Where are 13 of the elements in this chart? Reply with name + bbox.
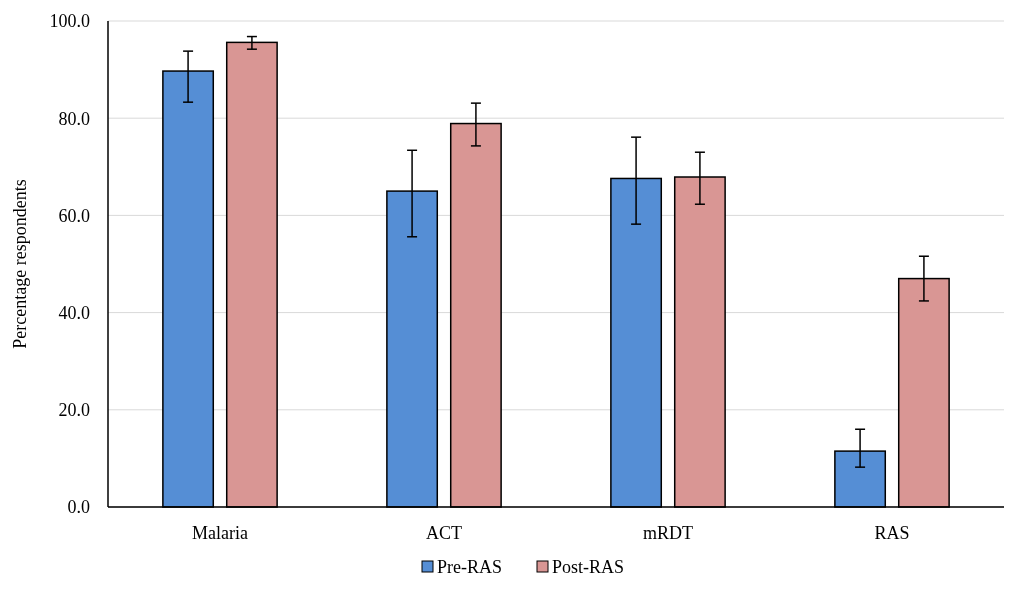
x-tick-label: ACT [426, 523, 462, 543]
legend-label: Pre-RAS [437, 557, 503, 578]
y-tick-label: 40.0 [58, 302, 90, 323]
x-tick-label: mRDT [642, 523, 694, 543]
x-tick-label: Malaria [192, 523, 248, 543]
y-tick-label: 20.0 [58, 400, 90, 421]
y-tick-label: 0.0 [67, 497, 90, 518]
y-tick-label: 80.0 [58, 108, 90, 129]
y-axis-title: Percentage respondents [10, 179, 30, 349]
y-tick-label: 100.0 [49, 11, 90, 32]
x-tick-label: RAS [874, 523, 910, 543]
legend-label: Post-RAS [552, 557, 625, 578]
y-tick-label: 60.0 [58, 205, 90, 226]
